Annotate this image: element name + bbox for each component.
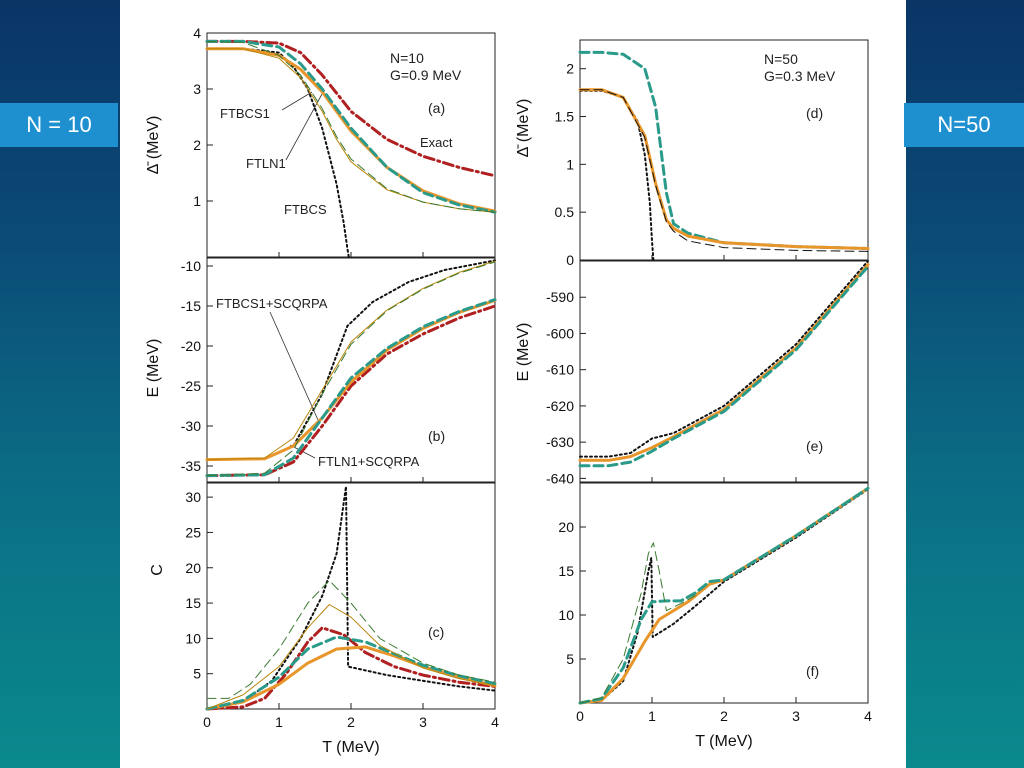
panel-e-ytick-label: -590 <box>546 289 574 305</box>
panel-b-ytick-label: -25 <box>181 378 201 394</box>
panel-b-series-ftln1 <box>205 298 497 478</box>
panel-d-ytick-label: 0 <box>566 252 574 268</box>
annotation-ftln1-scqrpa: FTLN1+SCQRPA <box>318 454 420 469</box>
panel-c-series-exact <box>205 626 497 711</box>
pointer-ftbcs1 <box>281 91 313 111</box>
panel-e-label: (e) <box>806 438 823 454</box>
panel-b-series-ftbcs1-thin <box>206 260 496 461</box>
panel-a-label: (a) <box>428 100 445 116</box>
panel-e-ytick-label: -640 <box>546 470 574 486</box>
panel-f-ytick-label: 10 <box>558 607 574 623</box>
panel-a-ytick-label: 2 <box>193 137 201 153</box>
annotation-ftbcs1-scqrpa: FTBCS1+SCQRPA <box>216 296 328 311</box>
label-n50: N=50 <box>904 103 1024 147</box>
annotation-exact: Exact <box>420 135 453 150</box>
panel-c-ytick-label: 15 <box>185 595 201 611</box>
panel-d-info-2: G=0.3 MeV <box>764 68 836 84</box>
panel-b-series-exact <box>205 304 497 478</box>
panel-e-series-ftln1 <box>578 264 870 468</box>
panel-f-xtick-label: 1 <box>648 708 656 724</box>
panel-b-ytick-label: -30 <box>181 418 201 434</box>
panel-e-ytick-label: -610 <box>546 362 574 378</box>
panel-c-ytick-label: 10 <box>185 630 201 646</box>
panel-c-xlabel: T (MeV) <box>322 739 379 756</box>
panel-f-series-ftln1-thin <box>579 542 696 704</box>
pointer-ftbcs1-scqrpa <box>269 311 319 421</box>
panel-a-series-ftln1 <box>205 39 497 214</box>
panel-b-ytick-label: -35 <box>181 458 201 474</box>
panel-f-xtick-label: 0 <box>576 708 584 724</box>
panel-d-ytick-label: 1 <box>566 156 574 172</box>
panel-a-ytick-label: 4 <box>193 25 201 41</box>
panel-f-ytick-label: 15 <box>558 563 574 579</box>
slide-canvas <box>120 0 906 768</box>
panel-c-xtick-label: 0 <box>203 714 211 730</box>
panel-c-ytick-label: 25 <box>185 524 201 540</box>
panel-b-frame <box>206 257 496 483</box>
panel-b-ytick-label: -10 <box>181 258 201 274</box>
panel-f-ytick-label: 20 <box>558 519 574 535</box>
panel-f-xtick-label: 2 <box>720 708 728 724</box>
panel-a-ylabel: Δ̄ (MeV) <box>145 116 162 175</box>
panel-a-series-exact <box>205 39 497 178</box>
panel-f-label: (f) <box>806 663 819 679</box>
panel-c-xtick-label: 2 <box>347 714 355 730</box>
panel-f-xtick-label: 4 <box>864 708 872 724</box>
label-n10: N = 10 <box>0 103 118 147</box>
panel-a-info-1: N=10 <box>390 50 424 66</box>
panel-f-series-ftbcs <box>579 488 869 704</box>
panel-d-series-ftln1 <box>578 50 870 250</box>
annotation-ftbcs1: FTBCS1 <box>220 106 270 121</box>
annotation-ftbcs: FTBCS <box>284 202 327 217</box>
panel-c-label: (c) <box>428 624 444 640</box>
panel-c-series-ftln1 <box>205 635 497 711</box>
panel-a-series-ftln1-thin <box>206 40 496 213</box>
panel-d-ytick-label: 2 <box>566 61 574 77</box>
panel-c-series-ftbcs1 <box>205 645 497 711</box>
panel-e-ytick-label: -620 <box>546 398 574 414</box>
panel-d-series-ftbcs1 <box>578 88 870 250</box>
panel-d-ytick-label: 1.5 <box>555 109 575 125</box>
panel-c-series-ftbcs1-thin <box>206 604 496 710</box>
panel-f-series-ftln1 <box>578 486 870 705</box>
panel-c-xtick-label: 1 <box>275 714 283 730</box>
panel-b-ylabel: E (MeV) <box>145 339 162 398</box>
panel-d-label: (d) <box>806 105 823 121</box>
panel-d-ylabel: Δ̄ (MeV) <box>515 99 532 158</box>
panel-b-series-ftbcs <box>206 259 496 461</box>
panel-f-xtick-label: 3 <box>792 708 800 724</box>
panel-c-ytick-label: 20 <box>185 560 201 576</box>
pointer-ftln1 <box>285 93 323 161</box>
panel-e-ylabel: E (MeV) <box>515 323 532 382</box>
panel-a-ytick-label: 1 <box>193 193 201 209</box>
panel-d-series-ftln1-thin <box>579 89 869 252</box>
panel-e-series-ftbcs <box>579 260 869 458</box>
panel-e-series-ftbcs1 <box>578 263 870 462</box>
panel-c-xtick-label: 3 <box>419 714 427 730</box>
panel-d-info-1: N=50 <box>764 51 798 67</box>
panel-c-ytick-label: 5 <box>193 666 201 682</box>
panel-d-ytick-label: 0.5 <box>555 204 575 220</box>
panel-d-series-ftbcs <box>579 89 655 261</box>
panel-e-ytick-label: -630 <box>546 434 574 450</box>
panel-f-ytick-label: 5 <box>566 651 574 667</box>
panel-a-ytick-label: 3 <box>193 81 201 97</box>
panel-b-label: (b) <box>428 428 445 444</box>
panel-b-ytick-label: -20 <box>181 338 201 354</box>
panel-c-xtick-label: 4 <box>491 714 499 730</box>
panel-a-info-2: G=0.9 MeV <box>390 67 462 83</box>
panel-e-ytick-label: -600 <box>546 325 574 341</box>
panel-c-ylabel: C <box>149 564 166 576</box>
panel-b-ytick-label: -15 <box>181 298 201 314</box>
panel-b-series-ftln1-thin <box>206 261 496 477</box>
annotation-ftln1: FTLN1 <box>246 156 286 171</box>
panel-f-xlabel: T (MeV) <box>695 733 752 750</box>
panel-e-frame <box>579 260 869 483</box>
panel-f-series-ftbcs1 <box>578 486 870 705</box>
panel-c-ytick-label: 30 <box>185 489 201 505</box>
